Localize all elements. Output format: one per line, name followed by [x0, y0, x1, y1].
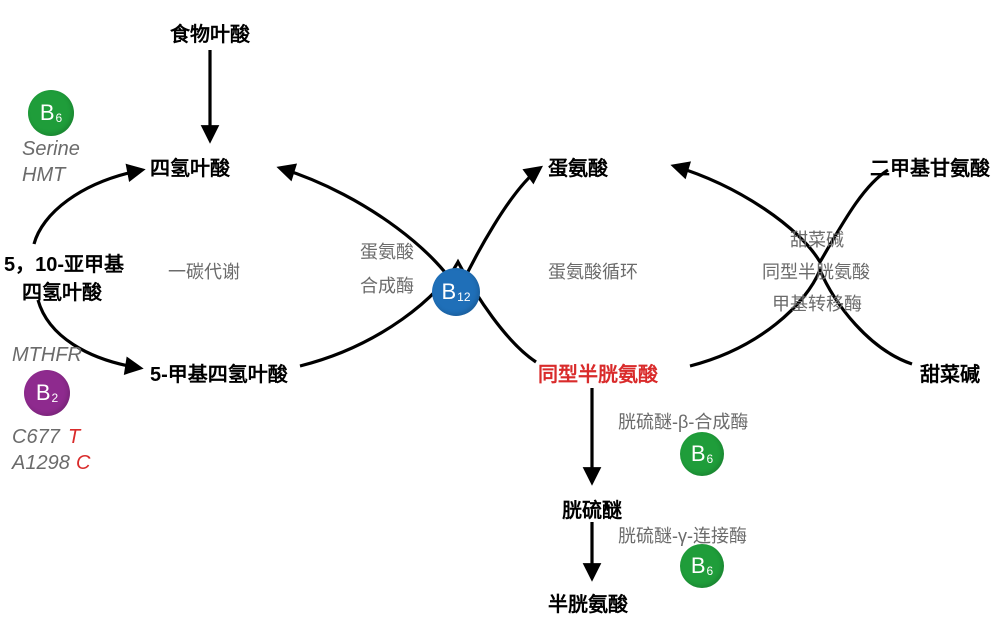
annot-met-synth-b: 合成酶	[360, 272, 414, 298]
node-betaine: 甜菜碱	[920, 358, 980, 387]
vitamin-b2: B 2	[24, 370, 70, 416]
node-cysteine: 半胱氨酸	[548, 588, 628, 617]
node-5-mthf: 5-甲基四氢叶酸	[150, 358, 288, 387]
annot-serine: Serine	[22, 138, 80, 161]
annot-c677-pre: C677	[12, 426, 60, 449]
annot-bhmt-c: 甲基转移酶	[772, 290, 862, 316]
annot-met-cycle: 蛋氨酸循环	[548, 258, 638, 284]
vitamin-label: B	[691, 555, 706, 577]
annot-a1298-pre: A1298	[12, 452, 70, 475]
annot-cbs: 胱硫醚-β-合成酶	[618, 408, 748, 434]
vitamin-b12: B 12	[432, 268, 480, 316]
annot-met-synth-a: 蛋氨酸	[360, 238, 414, 264]
vitamin-sub: 6	[707, 565, 714, 577]
annot-bhmt-b: 同型半胱氨酸	[762, 258, 870, 284]
diagram-stage: 食物叶酸 四氢叶酸 5，10-亚甲基 四氢叶酸 5-甲基四氢叶酸 蛋氨酸 同型半…	[0, 0, 1000, 622]
node-dimethylglycine: 二甲基甘氨酸	[870, 152, 990, 181]
vitamin-sub: 2	[52, 392, 59, 404]
vitamin-b6-cgl: B 6	[680, 544, 724, 588]
annot-one-carbon: 一碳代谢	[168, 258, 240, 284]
node-510-mthf-a: 5，10-亚甲基	[4, 248, 124, 277]
vitamin-label: B	[40, 102, 55, 124]
vitamin-b6-top: B 6	[28, 90, 74, 136]
vitamin-label: B	[36, 382, 51, 404]
node-thf: 四氢叶酸	[150, 152, 230, 181]
annot-c677-suf: T	[68, 426, 80, 449]
annot-hmt: HMT	[22, 164, 65, 187]
arrow-center-lower-arc	[300, 262, 536, 366]
annot-mthfr: MTHFR	[12, 344, 82, 367]
vitamin-sub: 12	[457, 291, 470, 303]
arrow-right-top-arc	[674, 166, 888, 262]
node-510-mthf-b: 四氢叶酸	[22, 276, 102, 305]
node-homocysteine: 同型半胱氨酸	[538, 358, 658, 387]
vitamin-b6-cbs: B 6	[680, 432, 724, 476]
vitamin-label: B	[441, 281, 456, 303]
node-methionine: 蛋氨酸	[548, 152, 608, 181]
arrow-right-bottom-arc	[690, 270, 912, 366]
vitamin-sub: 6	[56, 112, 63, 124]
annot-a1298-suf: C	[76, 452, 90, 475]
vitamin-label: B	[691, 443, 706, 465]
node-food-folate: 食物叶酸	[170, 18, 250, 47]
annot-bhmt-a: 甜菜碱	[790, 226, 844, 252]
annot-cgl: 胱硫醚-γ-连接酶	[618, 522, 747, 548]
vitamin-sub: 6	[707, 453, 714, 465]
node-cystathionine: 胱硫醚	[562, 494, 622, 523]
